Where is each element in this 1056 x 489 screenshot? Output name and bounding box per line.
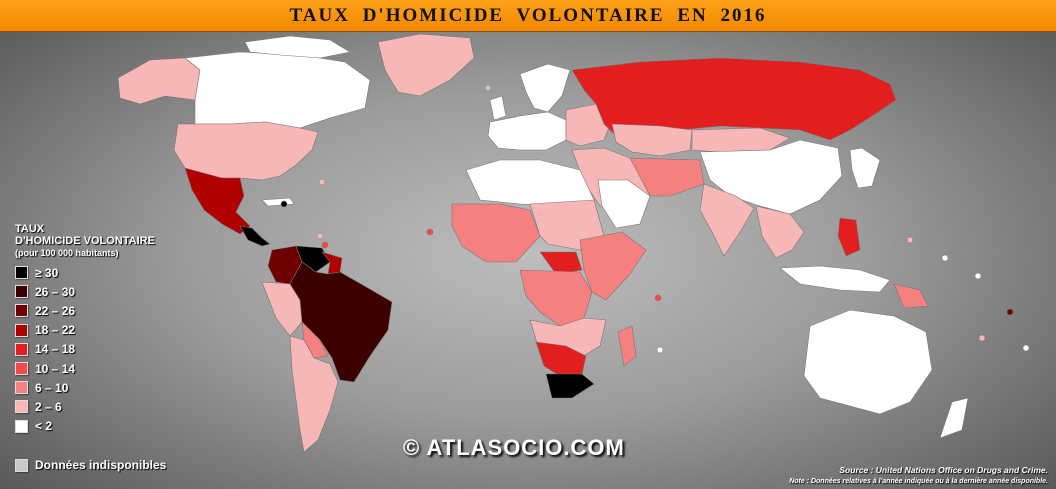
island-marker xyxy=(484,84,492,92)
region-iran-afghanistan xyxy=(629,157,705,197)
region-korea-japan xyxy=(849,147,881,189)
watermark: © ATLASOCIO.COM xyxy=(403,435,625,460)
legend-swatch xyxy=(15,285,28,299)
region-mexico xyxy=(184,167,251,235)
region-sahel xyxy=(529,199,605,251)
source-note: Source : United Nations Office on Drugs … xyxy=(789,465,1048,487)
legend-label: 2 – 6 xyxy=(35,399,62,414)
region-philippines xyxy=(837,217,861,257)
region-madagascar xyxy=(617,325,637,367)
region-canada-arctic xyxy=(244,35,351,59)
legend-item: 18 – 22 xyxy=(15,321,155,340)
legend-item: ≥ 30 xyxy=(15,263,155,282)
island-marker xyxy=(906,236,914,244)
legend-label: < 2 xyxy=(35,419,53,434)
legend-title-1: TAUX xyxy=(15,223,45,235)
legend-title-2: D'HOMICIDE VOLONTAIRE xyxy=(15,235,155,247)
island-marker xyxy=(318,178,326,186)
legend-label: 14 – 18 xyxy=(35,342,76,357)
region-arabia xyxy=(597,179,651,229)
island-marker xyxy=(978,334,986,342)
region-png xyxy=(893,283,929,309)
legend-label: 18 – 22 xyxy=(35,323,76,338)
legend: TAUX D'HOMICIDE VOLONTAIRE (pour 100 000… xyxy=(15,223,155,436)
legend-item: 22 – 26 xyxy=(15,301,155,320)
legend-label: 6 – 10 xyxy=(35,380,69,395)
region-uk xyxy=(489,95,507,121)
region-central-america xyxy=(239,225,271,247)
island-marker xyxy=(280,200,288,208)
legend-swatch xyxy=(15,342,28,356)
region-bolivia xyxy=(301,321,329,359)
region-russia xyxy=(571,57,897,141)
region-new-zealand xyxy=(939,397,969,439)
region-central-african-republic xyxy=(539,251,583,275)
region-indonesia xyxy=(779,265,891,293)
region-australia xyxy=(803,309,933,415)
legend-swatch xyxy=(15,266,28,280)
region-brazil xyxy=(289,261,393,383)
legend-swatch xyxy=(15,323,28,337)
island-marker xyxy=(974,272,982,280)
legend-swatch xyxy=(15,400,28,414)
title-bar: TAUX D'HOMICIDE VOLONTAIRE EN 2016 xyxy=(0,0,1056,32)
legend-item: 2 – 6 xyxy=(15,397,155,416)
legend-label: 26 – 30 xyxy=(35,284,76,299)
legend-unavailable: Données indisponibles xyxy=(15,458,166,472)
legend-subtitle: (pour 100 000 habitants) xyxy=(15,248,119,258)
legend-swatch xyxy=(15,304,28,318)
legend-label: 22 – 26 xyxy=(35,303,76,318)
legend-swatch xyxy=(15,362,28,376)
island-marker xyxy=(426,228,434,236)
source-text: Source : United Nations Office on Drugs … xyxy=(839,465,1048,475)
island-marker xyxy=(654,294,662,302)
island-marker xyxy=(941,254,949,262)
island-marker xyxy=(321,241,329,249)
region-congo xyxy=(519,269,593,327)
legend-swatch xyxy=(15,458,28,472)
region-canada xyxy=(184,51,371,129)
region-india xyxy=(699,183,755,257)
note-text: Note : Données relatives à l'année indiq… xyxy=(789,478,1048,485)
map-title: TAUX D'HOMICIDE VOLONTAIRE EN 2016 xyxy=(289,4,767,26)
island-marker xyxy=(1006,308,1014,316)
region-alaska xyxy=(117,57,201,105)
region-greenland xyxy=(377,33,475,97)
region-east-africa xyxy=(579,231,647,301)
region-kazakhstan xyxy=(611,123,693,157)
region-west-africa xyxy=(451,203,541,263)
region-venezuela xyxy=(295,245,331,273)
legend-item: < 2 xyxy=(15,417,155,436)
island-marker xyxy=(656,346,664,354)
legend-item: 10 – 14 xyxy=(15,359,155,378)
island-marker xyxy=(1022,344,1030,352)
legend-unavailable-label: Données indisponibles xyxy=(35,458,167,472)
region-north-africa xyxy=(465,159,595,207)
legend-label: 10 – 14 xyxy=(35,361,76,376)
legend-items: ≥ 30 26 – 30 22 – 26 18 – 22 14 – 18 10 – 14 6… xyxy=(15,263,155,436)
legend-swatch xyxy=(15,419,28,433)
region-chile-argentina xyxy=(289,335,339,453)
region-western-europe xyxy=(487,111,567,151)
region-southeast-asia xyxy=(755,205,805,259)
world-map xyxy=(117,33,1030,453)
legend-swatch xyxy=(15,381,28,395)
legend-label: ≥ 30 xyxy=(35,265,59,280)
region-scandinavia xyxy=(519,63,571,113)
island-marker xyxy=(316,232,324,240)
region-south-africa xyxy=(545,373,595,399)
region-cuba xyxy=(261,197,295,207)
legend-item: 14 – 18 xyxy=(15,340,155,359)
legend-item: 6 – 10 xyxy=(15,378,155,397)
legend-item: 26 – 30 xyxy=(15,282,155,301)
